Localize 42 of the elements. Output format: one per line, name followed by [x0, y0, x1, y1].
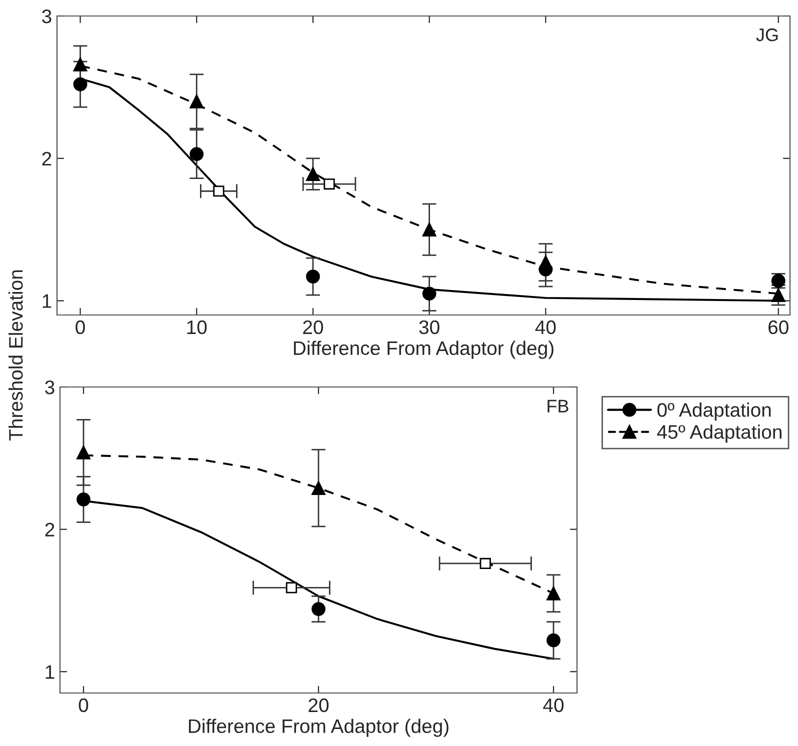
point	[213, 186, 224, 197]
point	[286, 582, 298, 594]
x-axis-title: Difference From Adaptor (deg)	[294, 340, 554, 359]
point	[480, 558, 491, 570]
point	[73, 57, 88, 72]
point	[306, 270, 320, 284]
x-tick-label: 30	[419, 320, 440, 334]
point	[422, 222, 436, 237]
point	[546, 586, 560, 600]
point	[312, 602, 326, 616]
point	[538, 255, 553, 270]
y-tick-label: 2	[45, 522, 54, 536]
annotation: JG	[756, 28, 778, 42]
point	[190, 147, 204, 162]
x-tick-label: 10	[187, 320, 207, 334]
y-tick-label: 1	[42, 294, 52, 308]
x-tick-label: 0	[76, 320, 85, 334]
point	[771, 288, 786, 302]
x-axis-title: Difference From Adaptor (deg)	[188, 718, 448, 737]
point	[306, 167, 320, 181]
point	[422, 286, 436, 301]
point	[76, 492, 90, 506]
legend-label: 45º Adaptation	[657, 424, 782, 443]
point	[546, 633, 560, 648]
x-tick-label: 0	[78, 698, 88, 712]
x-tick-label: 40	[543, 698, 564, 712]
y-tick-label: 1	[46, 665, 54, 679]
y-axis-title: Threshold Elevation	[8, 270, 23, 440]
y-tick-label: 3	[42, 9, 52, 24]
y-tick-label: 2	[42, 152, 52, 166]
x-tick-label: 60	[768, 320, 788, 334]
point	[190, 94, 204, 108]
x-tick-label: 20	[303, 320, 324, 334]
legend-label: 0º Adaptation	[657, 402, 771, 421]
point	[312, 481, 326, 495]
x-tick-label: 40	[535, 320, 556, 334]
annotation: FB	[548, 400, 568, 412]
x-tick-label: 20	[308, 698, 329, 712]
point	[76, 446, 90, 460]
point	[324, 178, 335, 190]
point	[73, 77, 88, 92]
y-tick-label: 3	[45, 380, 54, 394]
